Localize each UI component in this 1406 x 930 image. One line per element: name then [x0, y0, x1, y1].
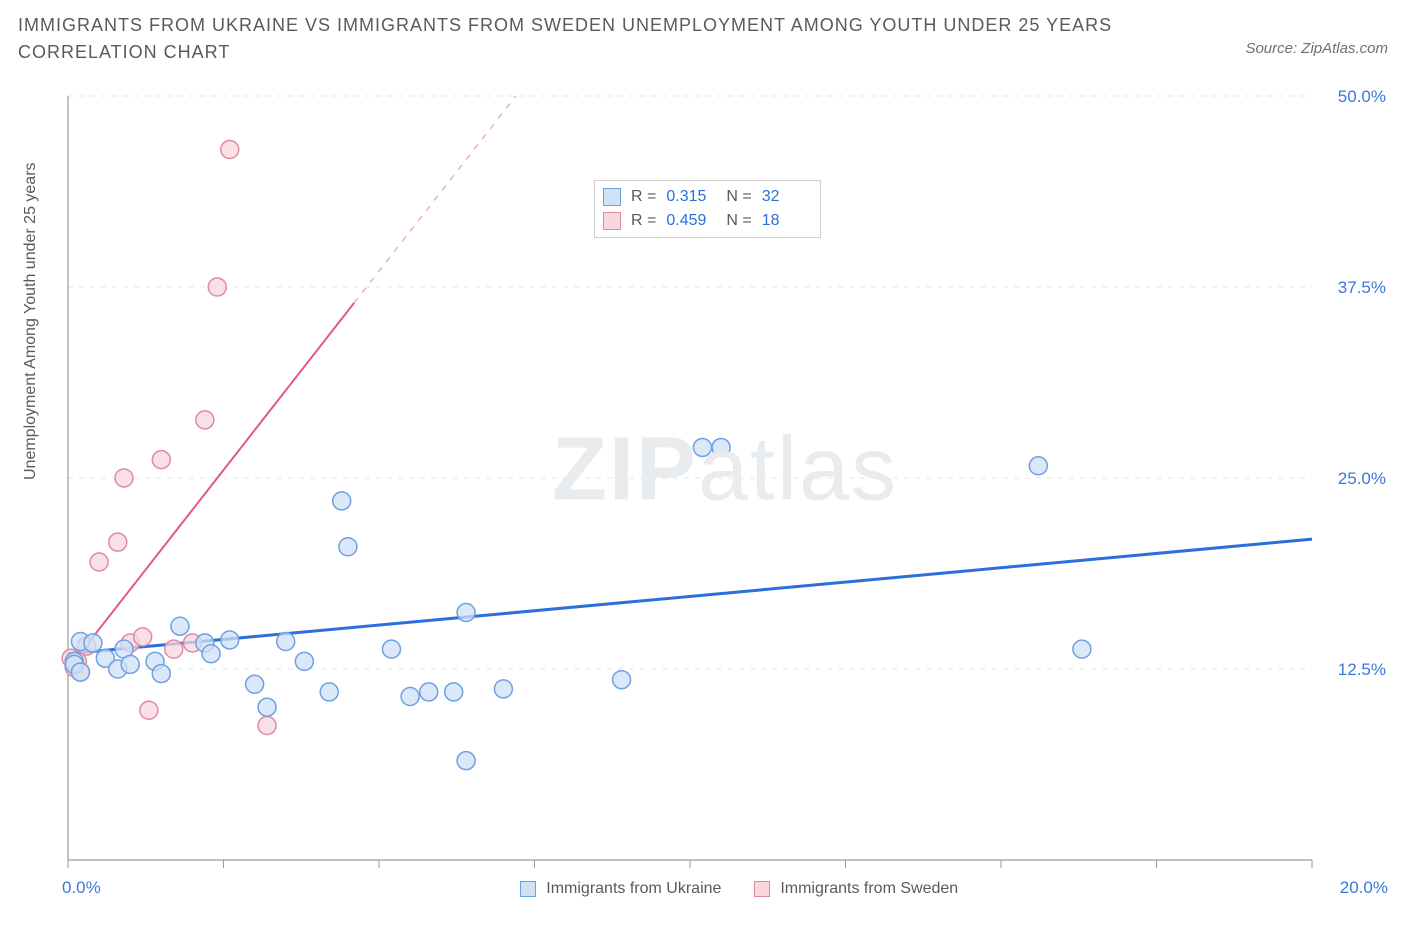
- legend-label-ukraine: Immigrants from Ukraine: [546, 880, 721, 897]
- swatch-sweden: [603, 212, 621, 230]
- watermark: ZIPatlas: [552, 418, 898, 521]
- swatch-sweden-icon: [754, 881, 770, 897]
- y-axis-label: Unemployment Among Youth under 25 years: [22, 162, 40, 480]
- legend-row-sweden: R = 0.459 N = 18: [603, 209, 812, 233]
- correlation-legend: R = 0.315 N = 32 R = 0.459 N = 18: [594, 180, 821, 238]
- swatch-ukraine-icon: [520, 881, 536, 897]
- series-legend: Immigrants from Ukraine Immigrants from …: [60, 880, 1390, 898]
- legend-label-sweden: Immigrants from Sweden: [780, 880, 958, 897]
- chart-title: IMMIGRANTS FROM UKRAINE VS IMMIGRANTS FR…: [18, 12, 1138, 66]
- svg-text:37.5%: 37.5%: [1338, 278, 1386, 297]
- svg-text:25.0%: 25.0%: [1338, 469, 1386, 488]
- scatter-chart: 12.5% 25.0% 37.5% 50.0% ZIPatlas R = 0.315 …: [60, 88, 1390, 868]
- source-attribution: Source: ZipAtlas.com: [1245, 40, 1388, 57]
- legend-row-ukraine: R = 0.315 N = 32: [603, 185, 812, 209]
- swatch-ukraine: [603, 188, 621, 206]
- svg-text:50.0%: 50.0%: [1338, 88, 1386, 106]
- svg-text:12.5%: 12.5%: [1338, 660, 1386, 679]
- header: IMMIGRANTS FROM UKRAINE VS IMMIGRANTS FR…: [18, 12, 1388, 66]
